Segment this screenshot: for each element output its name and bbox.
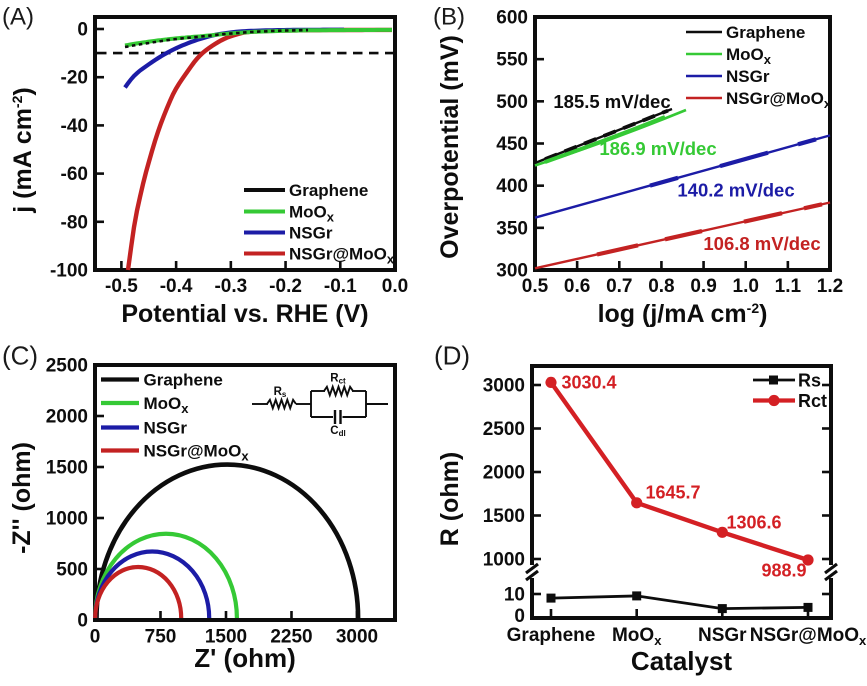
svg-text:Overpotential (mV): Overpotential (mV)	[436, 35, 464, 259]
svg-text:2250: 2250	[270, 627, 312, 648]
svg-text:Graphene: Graphene	[144, 371, 223, 390]
svg-text:0.8: 0.8	[648, 276, 674, 297]
svg-text:500: 500	[496, 92, 528, 113]
svg-text:0.6: 0.6	[564, 276, 590, 297]
svg-text:2500: 2500	[46, 356, 88, 377]
svg-text:NSGr: NSGr	[144, 419, 188, 438]
svg-text:Cdl: Cdl	[330, 425, 345, 438]
svg-text:550: 550	[496, 50, 528, 71]
svg-text:0.5: 0.5	[522, 276, 549, 297]
svg-text:(D): (D)	[434, 341, 470, 371]
svg-text:(B): (B)	[433, 4, 465, 31]
svg-text:Graphene: Graphene	[289, 181, 368, 200]
svg-text:Rs: Rs	[274, 386, 287, 399]
svg-text:600: 600	[496, 8, 528, 29]
svg-text:1306.6: 1306.6	[726, 513, 781, 533]
svg-text:NSGr@MoOx: NSGr@MoOx	[726, 89, 832, 111]
svg-text:log (j/mA cm-2): log (j/mA cm-2)	[598, 300, 768, 328]
svg-text:140.2 mV/dec: 140.2 mV/dec	[677, 180, 794, 201]
svg-text:Graphene: Graphene	[726, 23, 805, 42]
svg-text:0: 0	[90, 627, 101, 648]
svg-text:2000: 2000	[46, 407, 88, 428]
svg-text:NSGr: NSGr	[289, 224, 333, 243]
svg-text:-0.1: -0.1	[324, 276, 357, 297]
svg-text:1.1: 1.1	[775, 276, 802, 297]
svg-text:0: 0	[514, 606, 525, 627]
svg-text:Graphene: Graphene	[507, 625, 596, 646]
svg-text:2500: 2500	[483, 419, 525, 440]
svg-text:1.0: 1.0	[733, 276, 759, 297]
svg-text:0: 0	[77, 20, 88, 41]
svg-text:988.9: 988.9	[761, 561, 806, 581]
svg-text:0.0: 0.0	[382, 276, 408, 297]
svg-text:Potential vs. RHE (V): Potential vs. RHE (V)	[121, 300, 368, 328]
svg-text:NSGr@MoOx: NSGr@MoOx	[144, 442, 250, 464]
svg-text:NSGr: NSGr	[726, 67, 770, 86]
svg-text:-0.3: -0.3	[214, 276, 247, 297]
svg-text:10: 10	[504, 585, 525, 606]
svg-text:j (mA cm-2): j (mA cm-2)	[9, 87, 37, 213]
svg-text:0.7: 0.7	[606, 276, 632, 297]
svg-text:MoOx: MoOx	[726, 45, 772, 67]
svg-text:1500: 1500	[483, 506, 525, 527]
svg-text:1.2: 1.2	[817, 276, 843, 297]
svg-text:750: 750	[145, 627, 177, 648]
svg-text:1000: 1000	[483, 550, 525, 571]
svg-text:(C): (C)	[2, 341, 38, 371]
svg-text:350: 350	[496, 218, 528, 239]
svg-text:NSGr@MoOx: NSGr@MoOx	[289, 245, 395, 267]
svg-text:-60: -60	[61, 164, 88, 185]
svg-text:1645.7: 1645.7	[645, 483, 700, 503]
svg-text:400: 400	[496, 176, 528, 197]
svg-text:-40: -40	[61, 116, 88, 137]
svg-text:500: 500	[56, 560, 88, 581]
svg-text:Z' (ohm): Z' (ohm)	[194, 643, 296, 673]
svg-text:MoOx: MoOx	[289, 203, 335, 225]
svg-text:106.8 mV/dec: 106.8 mV/dec	[703, 233, 820, 254]
svg-text:Catalyst: Catalyst	[631, 646, 732, 676]
svg-text:-100: -100	[50, 261, 88, 282]
svg-text:185.5 mV/dec: 185.5 mV/dec	[553, 91, 670, 112]
svg-text:450: 450	[496, 134, 528, 155]
svg-text:MoOx: MoOx	[612, 625, 662, 648]
svg-text:(A): (A)	[2, 4, 34, 31]
svg-text:NSGr@MoOx: NSGr@MoOx	[750, 625, 867, 648]
svg-text:-20: -20	[61, 68, 88, 89]
svg-text:1500: 1500	[205, 627, 247, 648]
svg-text:Rct: Rct	[330, 373, 346, 386]
svg-text:-0.2: -0.2	[269, 276, 302, 297]
svg-text:Rct: Rct	[798, 391, 827, 411]
svg-text:R (ohm): R (ohm)	[436, 452, 464, 546]
svg-text:1500: 1500	[46, 458, 88, 479]
svg-text:-0.4: -0.4	[160, 276, 193, 297]
svg-text:300: 300	[496, 261, 528, 282]
svg-text:MoOx: MoOx	[144, 394, 190, 416]
svg-text:3000: 3000	[483, 376, 525, 397]
svg-text:0.9: 0.9	[690, 276, 716, 297]
svg-text:Rs: Rs	[798, 371, 821, 391]
svg-text:-0.5: -0.5	[105, 276, 138, 297]
svg-text:-Z'' (ohm): -Z'' (ohm)	[8, 442, 36, 554]
svg-text:3030.4: 3030.4	[562, 373, 617, 393]
svg-text:3000: 3000	[336, 627, 378, 648]
svg-text:1000: 1000	[46, 509, 88, 530]
svg-text:2000: 2000	[483, 463, 525, 484]
svg-text:0: 0	[77, 611, 88, 632]
svg-text:-80: -80	[61, 212, 88, 233]
svg-text:186.9 mV/dec: 186.9 mV/dec	[599, 138, 716, 159]
svg-text:NSGr: NSGr	[698, 625, 747, 646]
